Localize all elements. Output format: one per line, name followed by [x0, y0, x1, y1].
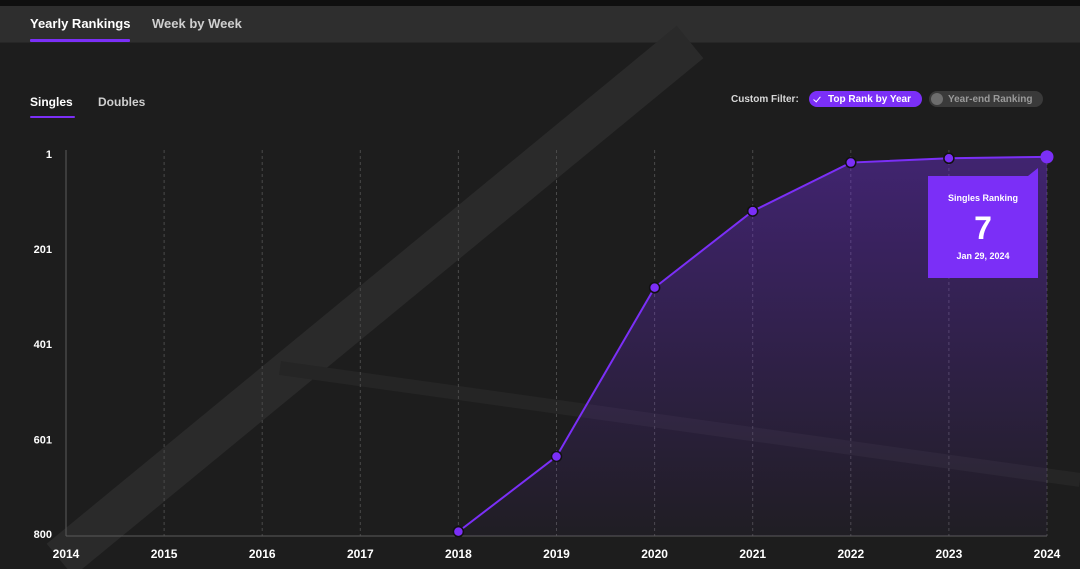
y-tick-label: 201	[34, 244, 52, 256]
active-subtab-indicator	[30, 116, 75, 118]
y-tick-label: 401	[34, 339, 52, 351]
top-strip	[0, 0, 1080, 6]
tooltip-pointer	[1028, 168, 1038, 176]
check-icon	[811, 93, 823, 105]
decor-stripe	[46, 25, 704, 569]
data-point	[452, 525, 465, 538]
x-tick-label: 2016	[249, 547, 276, 561]
x-tick-label: 2021	[739, 547, 766, 561]
ranking-tooltip: Singles Ranking 7 Jan 29, 2024	[928, 168, 1038, 278]
data-point	[845, 156, 857, 169]
series-area	[458, 156, 1047, 536]
tab-bar: Yearly Rankings Week by Week	[0, 6, 1080, 42]
filter-option-label: Year-end Ranking	[948, 93, 1033, 105]
x-tick-label: 2018	[445, 547, 472, 561]
toggle-knob-icon	[931, 93, 943, 105]
data-point	[1040, 150, 1054, 164]
data-point	[746, 205, 759, 217]
filter-year-end-ranking-toggle[interactable]: Year-end Ranking	[929, 91, 1043, 107]
x-tick-label: 2022	[837, 547, 864, 561]
x-tick-label: 2024	[1034, 547, 1061, 561]
y-tick-label: 1	[46, 149, 52, 161]
tooltip-date: Jan 29, 2024	[956, 251, 1010, 261]
x-tick-label: 2017	[347, 547, 374, 561]
filter-top-rank-by-year-toggle[interactable]: Top Rank by Year	[809, 91, 922, 107]
active-tab-indicator	[30, 39, 130, 42]
x-tick-label: 2019	[543, 547, 570, 561]
tab-week-by-week[interactable]: Week by Week	[152, 16, 242, 31]
tab-yearly-rankings[interactable]: Yearly Rankings	[30, 16, 131, 31]
filter-option-label: Top Rank by Year	[828, 93, 911, 105]
y-tick-label: 601	[34, 434, 52, 446]
x-tick-label: 2023	[936, 547, 963, 561]
y-tick-label: 800	[34, 529, 52, 541]
x-tick-label: 2020	[641, 547, 668, 561]
tooltip-title: Singles Ranking	[947, 193, 1018, 203]
subtab-singles[interactable]: Singles	[30, 95, 73, 109]
data-point	[550, 450, 563, 463]
subtab-doubles[interactable]: Doubles	[98, 95, 146, 109]
data-point	[943, 152, 955, 165]
custom-filter-label: Custom Filter:	[731, 94, 799, 105]
data-point	[648, 281, 661, 294]
tooltip-value: 7	[974, 210, 992, 246]
x-tick-label: 2015	[151, 547, 178, 561]
x-tick-label: 2014	[53, 547, 80, 561]
